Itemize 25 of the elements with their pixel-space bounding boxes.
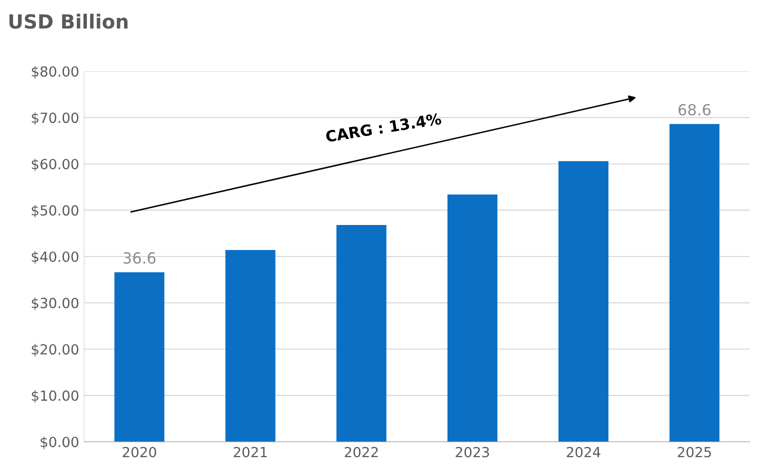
bar — [114, 272, 164, 442]
y-tick-label: $30.00 — [32, 298, 78, 310]
y-tick-label: $50.00 — [32, 204, 78, 218]
bar — [447, 194, 498, 442]
x-tick-label: 2020 — [122, 446, 156, 458]
y-tick-label: $80.00 — [32, 66, 78, 79]
data-label: 36.6 — [124, 252, 156, 264]
y-tick-label: $60.00 — [32, 158, 78, 172]
y-tick-label: $40.00 — [32, 251, 78, 264]
y-tick-label: $0.00 — [40, 436, 78, 450]
y-tick-label: $70.00 — [32, 112, 78, 125]
x-tick-label: 2022 — [344, 446, 378, 458]
y-tick-label: $20.00 — [32, 344, 78, 356]
y-tick-label: $10.00 — [32, 390, 78, 403]
data-label: 68.6 — [678, 104, 711, 116]
bar — [225, 250, 276, 442]
chart-title: USD Billion — [9, 14, 128, 29]
x-tick-label: 2025 — [678, 446, 711, 458]
x-tick-label: 2023 — [456, 446, 489, 458]
bar — [558, 161, 608, 442]
x-tick-label: 2024 — [566, 446, 600, 458]
bar — [669, 124, 720, 442]
x-tick-label: 2021 — [234, 446, 267, 458]
annotation: CARG : 13.4% — [325, 112, 442, 142]
bar — [336, 225, 386, 442]
